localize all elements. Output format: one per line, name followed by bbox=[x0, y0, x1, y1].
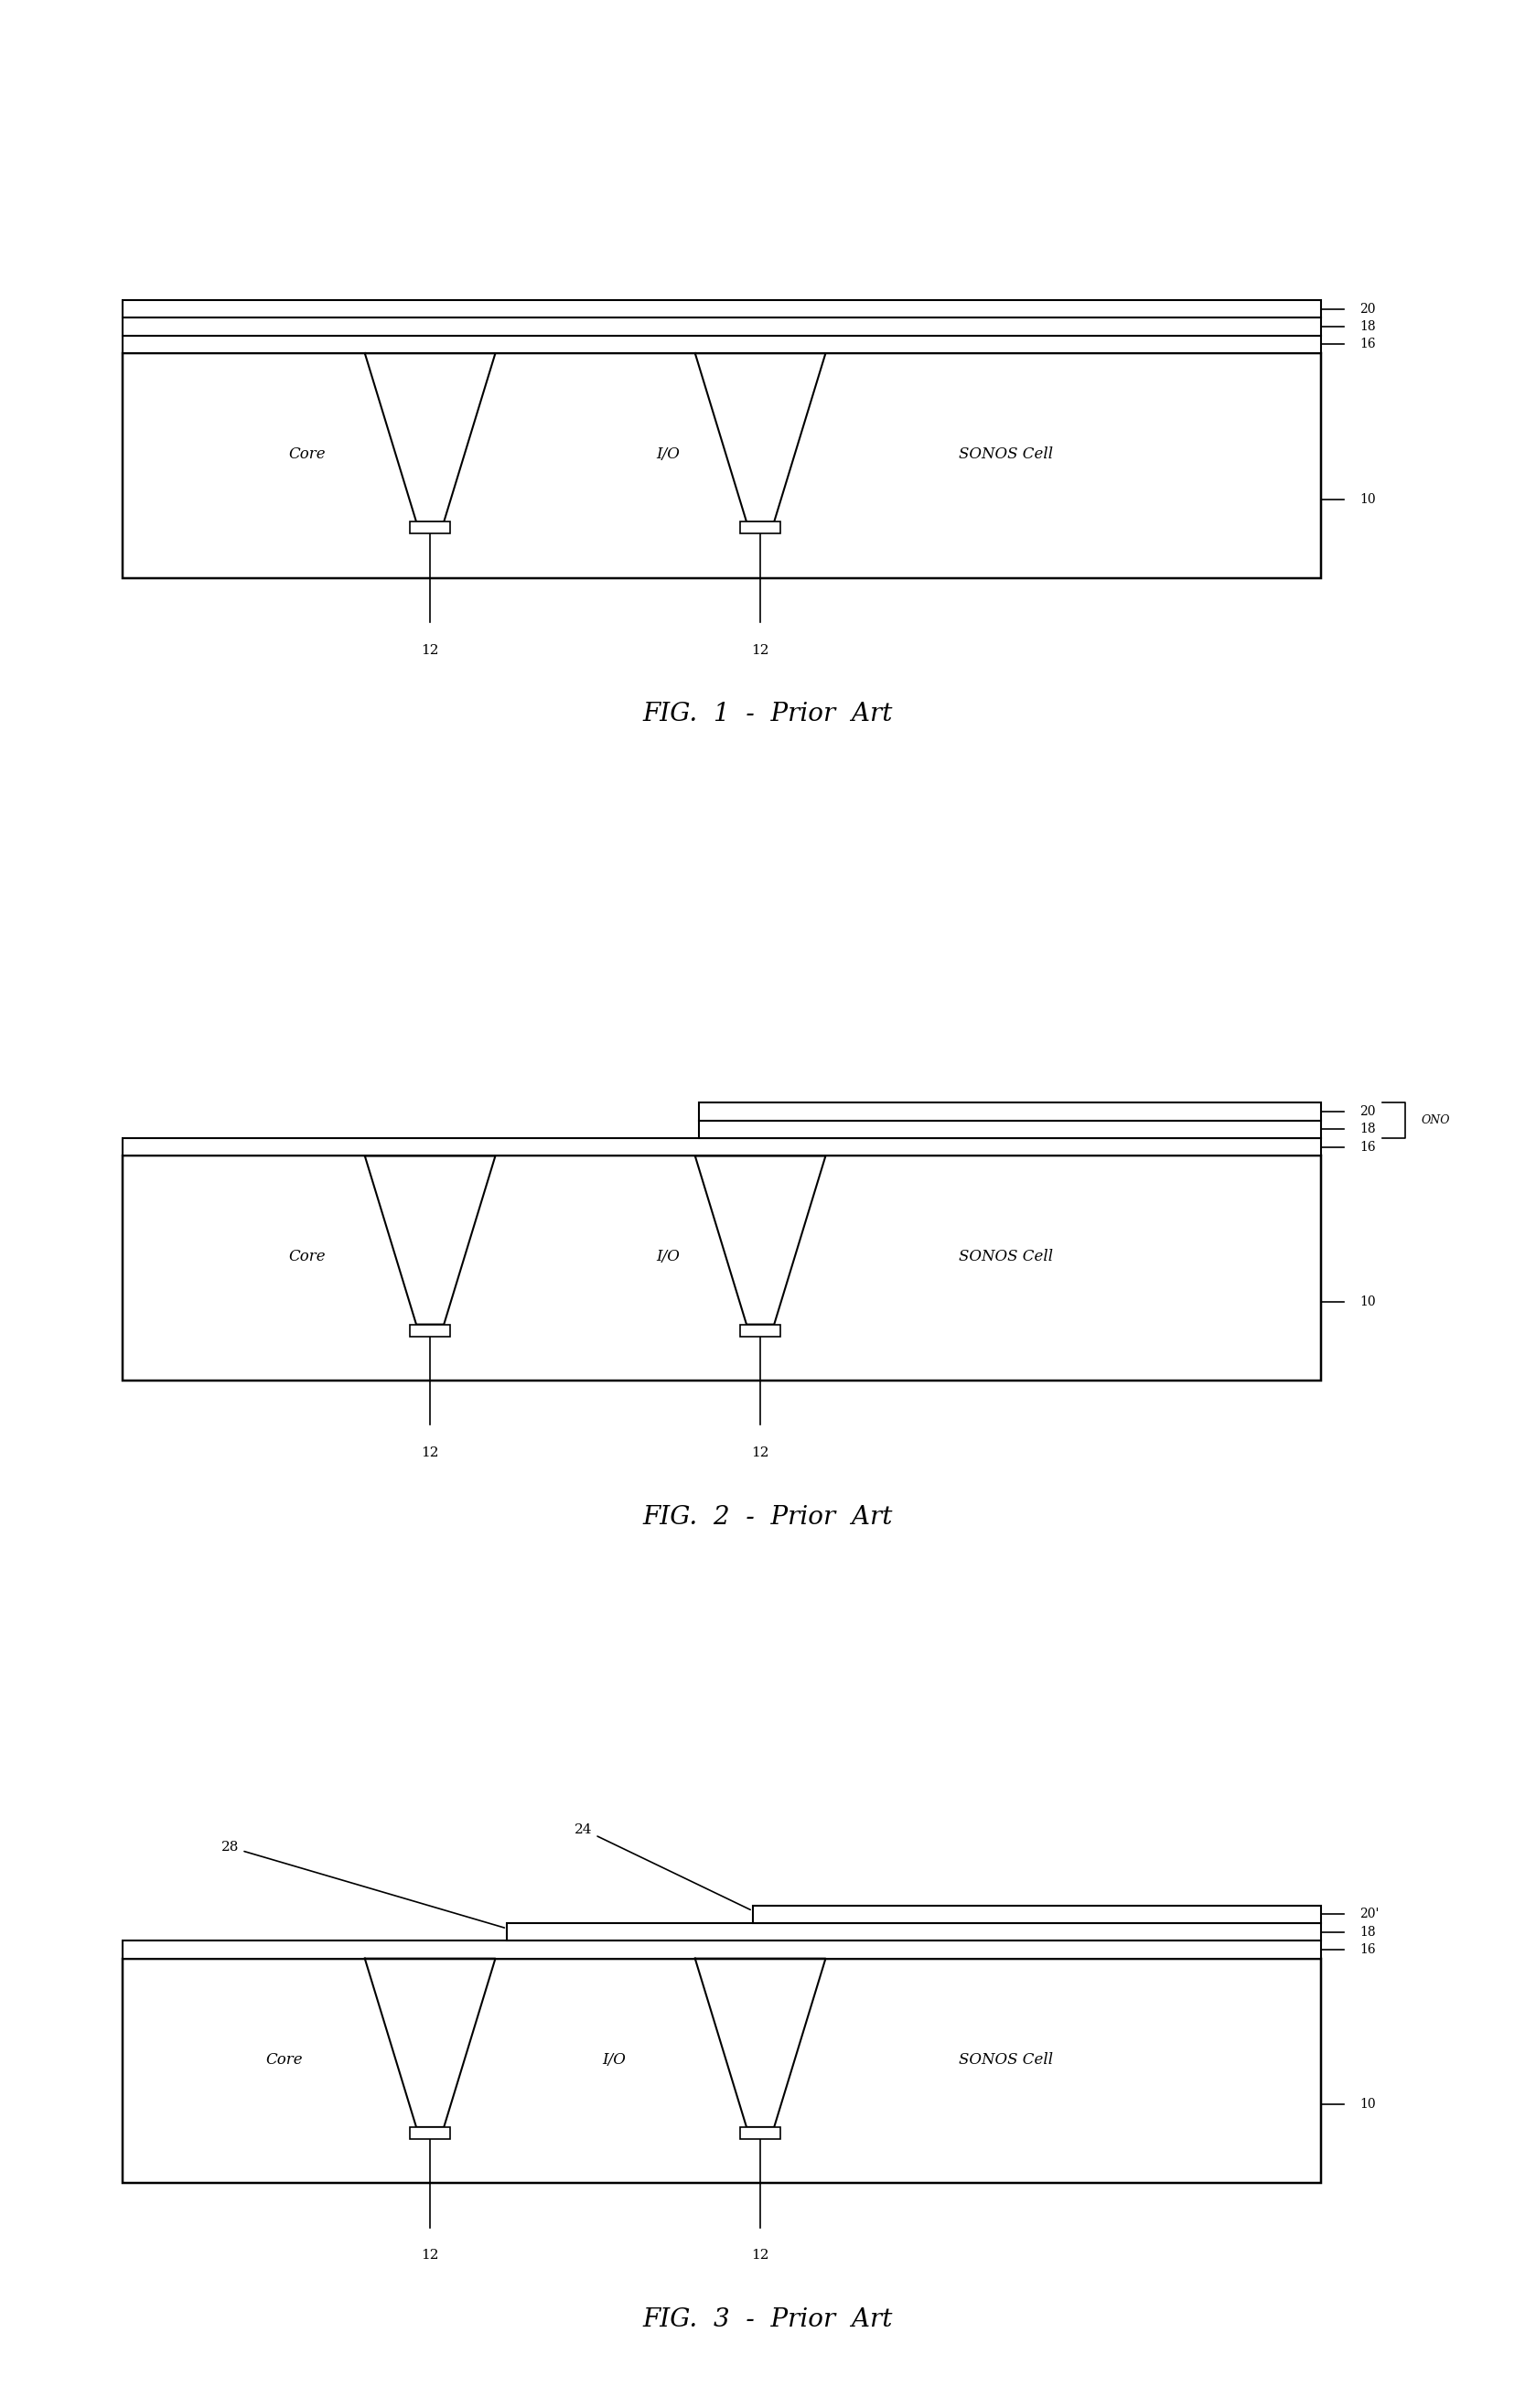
Text: 12: 12 bbox=[751, 1447, 770, 1459]
Bar bbox=[123, 301, 1321, 318]
Text: I/O: I/O bbox=[602, 2052, 627, 2068]
Text: 18: 18 bbox=[1359, 1926, 1375, 1938]
Bar bbox=[410, 1324, 450, 1336]
Text: I/O: I/O bbox=[656, 1250, 680, 1264]
Bar bbox=[740, 1324, 780, 1336]
Text: 16: 16 bbox=[1359, 1943, 1375, 1955]
Text: 10: 10 bbox=[1359, 494, 1375, 506]
Bar bbox=[123, 1156, 1321, 1380]
Text: 12: 12 bbox=[421, 2249, 439, 2261]
Text: Core: Core bbox=[289, 445, 326, 462]
Text: 16: 16 bbox=[1359, 1141, 1375, 1153]
Bar bbox=[507, 1924, 1321, 1941]
Text: Core: Core bbox=[266, 2052, 303, 2068]
Text: 12: 12 bbox=[421, 1447, 439, 1459]
Text: 10: 10 bbox=[1359, 1296, 1375, 1308]
Text: 12: 12 bbox=[751, 643, 770, 657]
Bar bbox=[740, 2126, 780, 2138]
Text: 24: 24 bbox=[574, 1823, 751, 1910]
Text: 12: 12 bbox=[421, 643, 439, 657]
Bar bbox=[740, 523, 780, 535]
Text: SONOS Cell: SONOS Cell bbox=[958, 2052, 1054, 2068]
Text: SONOS Cell: SONOS Cell bbox=[958, 445, 1054, 462]
Bar bbox=[410, 2126, 450, 2138]
Bar bbox=[410, 523, 450, 535]
Text: 10: 10 bbox=[1359, 2097, 1375, 2112]
Bar bbox=[699, 1120, 1321, 1139]
Text: 28: 28 bbox=[221, 1840, 504, 1929]
Text: Core: Core bbox=[289, 1250, 326, 1264]
Bar bbox=[123, 1941, 1321, 1958]
Bar bbox=[123, 1958, 1321, 2184]
Text: ONO: ONO bbox=[1421, 1115, 1450, 1127]
Text: I/O: I/O bbox=[656, 445, 680, 462]
Text: FIG.  2  -  Prior  Art: FIG. 2 - Prior Art bbox=[644, 1505, 892, 1529]
Text: 20': 20' bbox=[1359, 1907, 1379, 1922]
Bar bbox=[123, 318, 1321, 335]
Text: FIG.  3  -  Prior  Art: FIG. 3 - Prior Art bbox=[644, 2307, 892, 2331]
Text: FIG.  1  -  Prior  Art: FIG. 1 - Prior Art bbox=[644, 703, 892, 727]
Text: 16: 16 bbox=[1359, 337, 1375, 352]
Text: 20: 20 bbox=[1359, 1105, 1375, 1117]
Text: 18: 18 bbox=[1359, 320, 1375, 332]
Bar bbox=[123, 1139, 1321, 1156]
Bar bbox=[123, 354, 1321, 578]
Bar bbox=[123, 335, 1321, 354]
Bar bbox=[753, 1905, 1321, 1924]
Text: 12: 12 bbox=[751, 2249, 770, 2261]
Text: 18: 18 bbox=[1359, 1122, 1375, 1137]
Bar bbox=[699, 1103, 1321, 1120]
Text: SONOS Cell: SONOS Cell bbox=[958, 1250, 1054, 1264]
Text: 20: 20 bbox=[1359, 303, 1375, 315]
